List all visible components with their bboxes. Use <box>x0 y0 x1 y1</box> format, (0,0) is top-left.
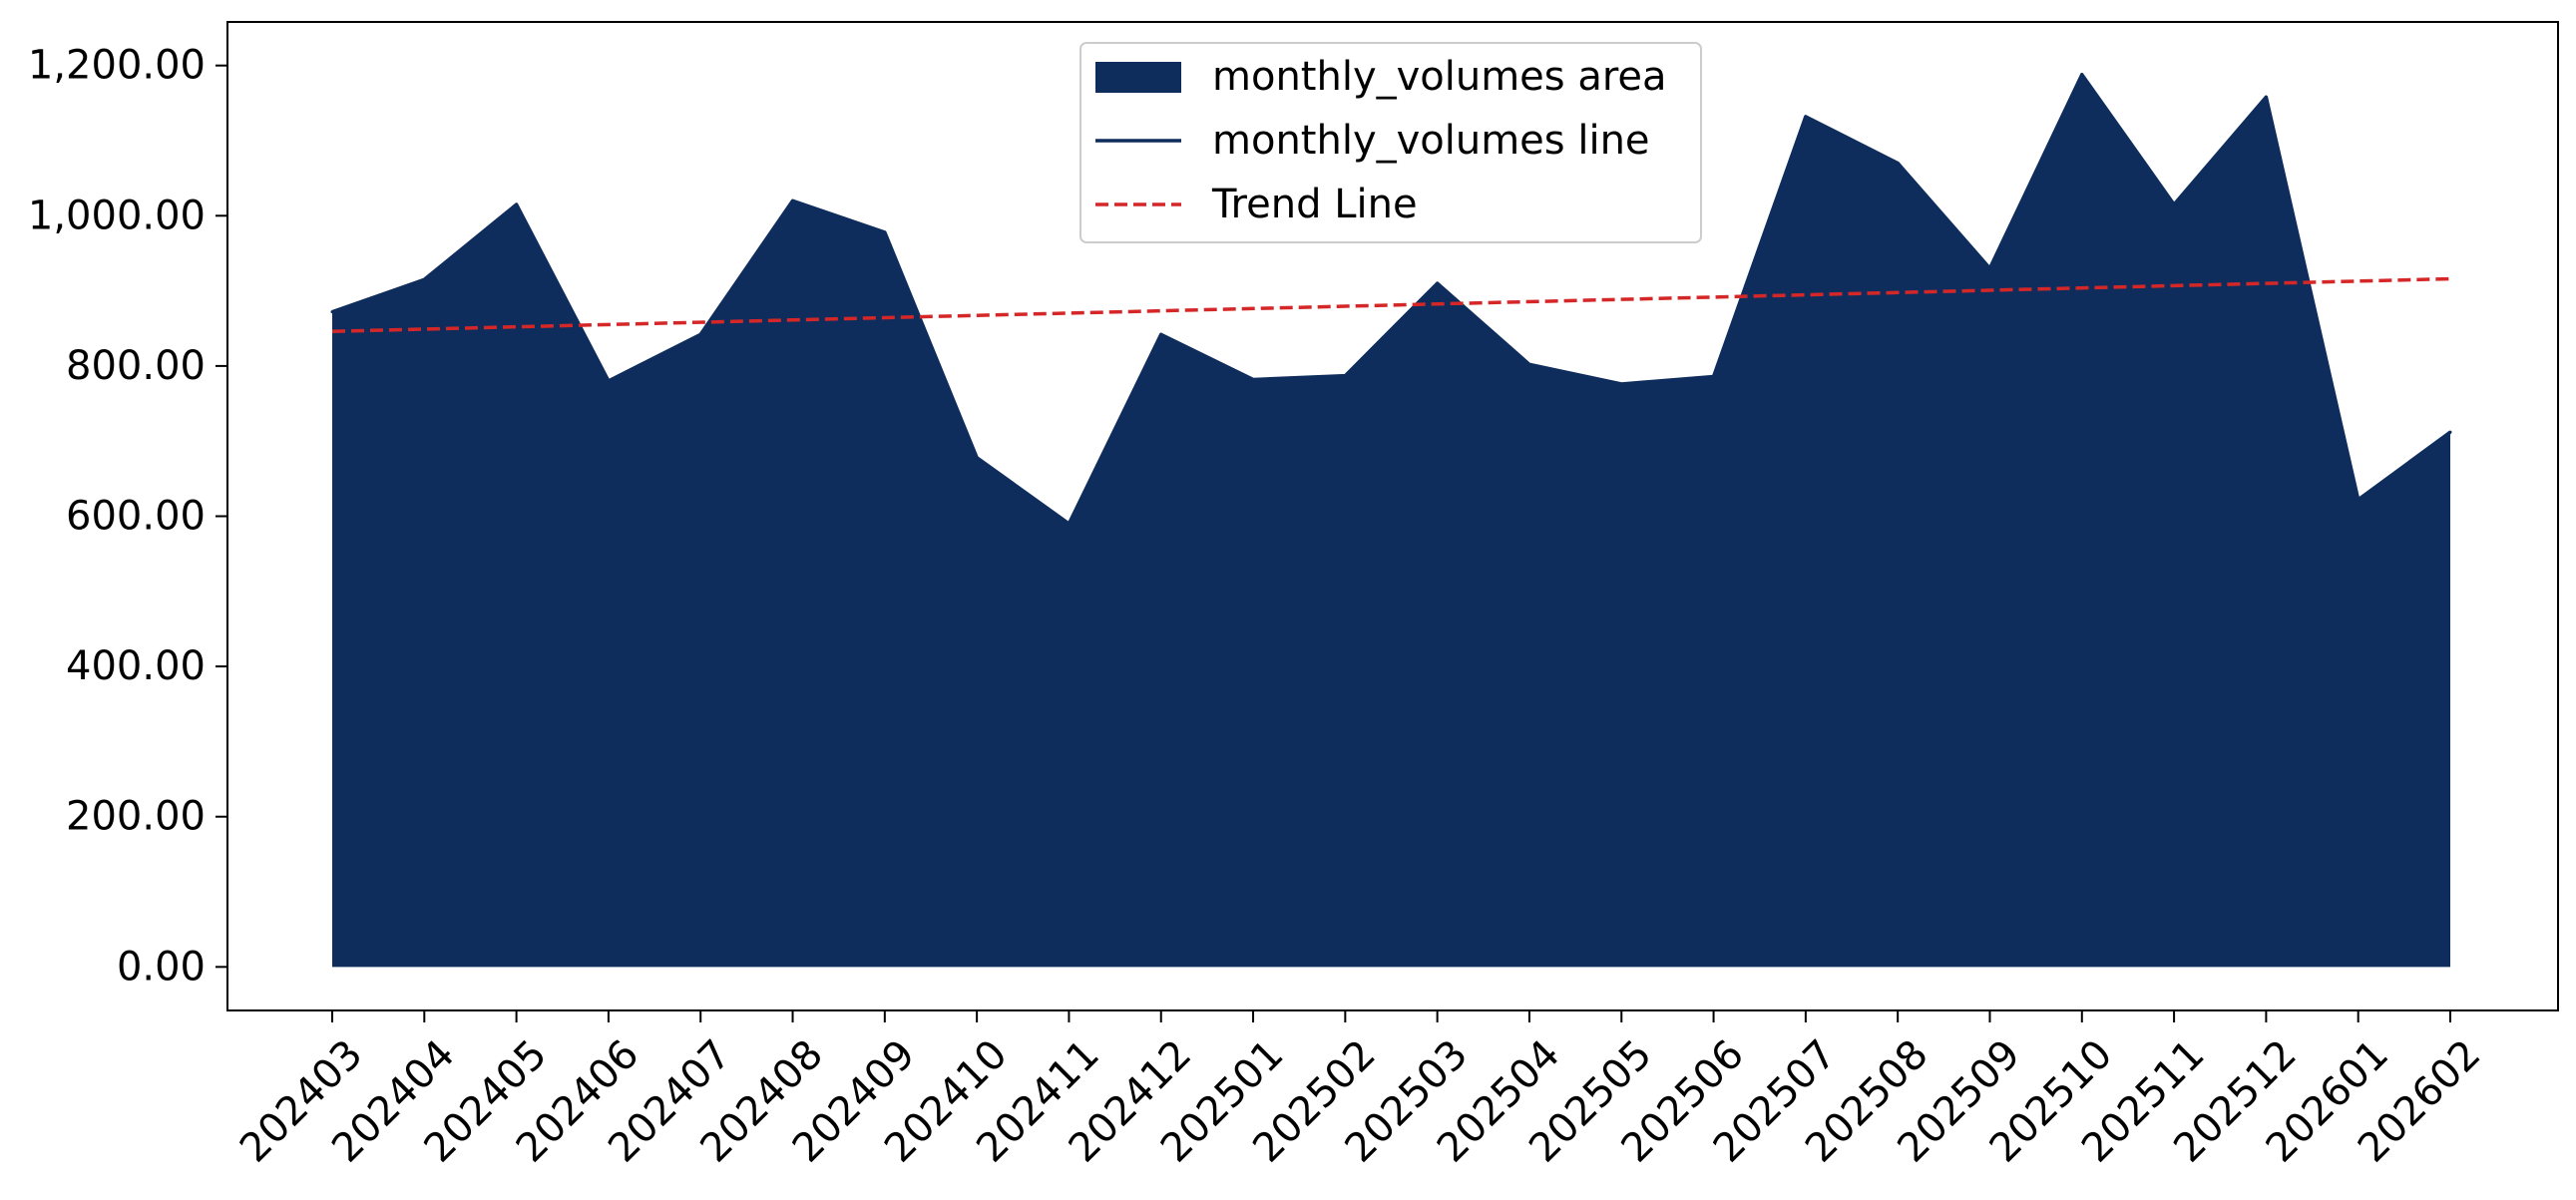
y-tick-label: 800.00 <box>66 343 206 389</box>
x-axis: 2024032024042024052024062024072024082024… <box>231 1010 2489 1171</box>
legend-frame <box>1079 42 1702 243</box>
area-series-group <box>332 74 2450 968</box>
legend-label-trend: Trend Line <box>1211 182 1418 227</box>
data-point-202507 <box>1804 115 1808 119</box>
data-point-202505 <box>1619 382 1623 386</box>
data-point-202602 <box>2448 430 2452 434</box>
data-point-202408 <box>791 199 795 202</box>
data-point-202503 <box>1436 281 1440 285</box>
data-point-202501 <box>1251 377 1255 381</box>
data-point-202409 <box>883 230 887 234</box>
series-line <box>331 72 2452 526</box>
area-fill <box>332 74 2450 968</box>
legend-swatch-area <box>1095 62 1181 93</box>
data-point-202512 <box>2264 95 2268 99</box>
data-point-202504 <box>1527 362 1531 366</box>
legend: monthly_volumes area monthly_volumes lin… <box>1079 42 1702 243</box>
legend-label-area: monthly_volumes area <box>1212 54 1667 100</box>
data-point-202404 <box>422 277 426 281</box>
data-point-202411 <box>1067 522 1071 526</box>
legend-label-line: monthly_volumes line <box>1212 118 1650 164</box>
y-tick-label: 1,000.00 <box>28 193 206 238</box>
data-point-202403 <box>330 310 334 314</box>
data-point-202511 <box>2172 202 2176 206</box>
y-axis: 0.00 200.00 400.00 600.00 800.00 1,000.00 1,20… <box>28 43 227 990</box>
data-point-202502 <box>1343 374 1347 378</box>
data-point-202601 <box>2357 498 2361 502</box>
y-tick-label: 0.00 <box>117 944 206 990</box>
y-tick-label: 400.00 <box>66 643 206 689</box>
data-point-202510 <box>2080 73 2084 77</box>
data-point-202405 <box>515 202 519 206</box>
data-point-202506 <box>1712 374 1716 378</box>
data-point-202407 <box>698 332 702 336</box>
line-series-group <box>330 72 2452 526</box>
data-point-202412 <box>1159 332 1163 336</box>
y-tick-label: 200.00 <box>66 794 206 840</box>
data-point-202509 <box>1987 266 1991 270</box>
trend-line <box>331 276 2451 334</box>
data-point-202508 <box>1896 162 1900 166</box>
y-tick-label: 1,200.00 <box>28 43 206 89</box>
data-point-202410 <box>975 456 979 460</box>
trend-series-group <box>331 276 2451 334</box>
y-tick-label: 600.00 <box>66 494 206 540</box>
data-point-202406 <box>607 379 611 383</box>
